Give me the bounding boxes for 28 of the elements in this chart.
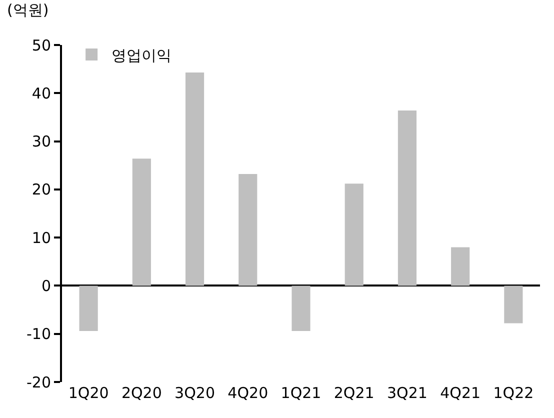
bar bbox=[398, 110, 417, 286]
bar bbox=[79, 286, 98, 331]
x-tick-label: 2Q21 bbox=[334, 384, 374, 402]
y-tick-label: -10 bbox=[26, 325, 51, 344]
y-tick-label: -20 bbox=[26, 373, 51, 392]
y-tick-label: 10 bbox=[32, 228, 51, 247]
y-tick-label: 0 bbox=[41, 276, 51, 295]
bar bbox=[504, 286, 523, 324]
y-tick-label: 30 bbox=[32, 132, 51, 151]
x-tick-label: 2Q20 bbox=[121, 384, 162, 402]
x-tick-label: 1Q20 bbox=[68, 384, 109, 402]
y-tick-label: 50 bbox=[32, 36, 51, 54]
x-tick-label: 3Q20 bbox=[174, 384, 215, 402]
y-axis-title: (억원) bbox=[7, 1, 49, 19]
x-tick-label: 4Q21 bbox=[440, 384, 481, 402]
bar bbox=[292, 286, 310, 331]
x-tick-label: 4Q20 bbox=[228, 384, 268, 402]
y-tick-label: 40 bbox=[32, 84, 51, 102]
bar bbox=[238, 174, 258, 286]
x-tick-label: 3Q21 bbox=[387, 384, 428, 402]
bar bbox=[344, 184, 364, 286]
y-tick-label: 20 bbox=[32, 180, 51, 199]
bar bbox=[132, 158, 151, 286]
bar bbox=[451, 247, 470, 286]
bar bbox=[185, 72, 204, 286]
legend-label: 영업이익 bbox=[112, 46, 172, 64]
x-tick-label: 1Q22 bbox=[493, 384, 534, 402]
x-tick-label: 1Q21 bbox=[280, 384, 322, 402]
